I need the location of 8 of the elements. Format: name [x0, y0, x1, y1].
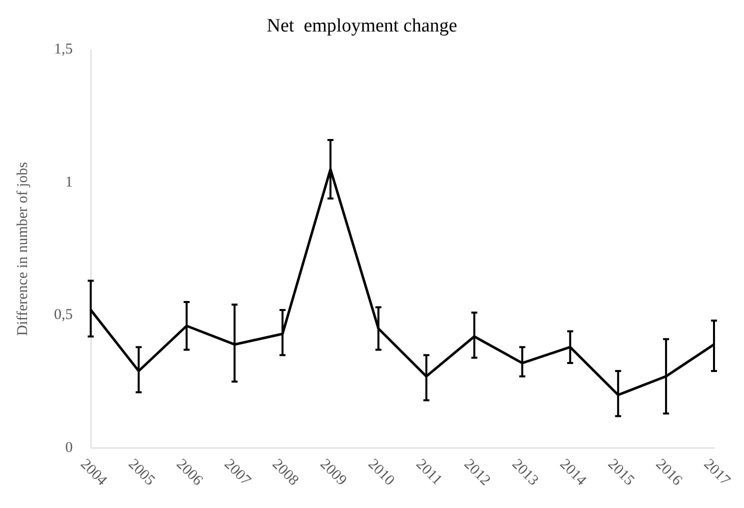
chart-title: Net employment change [266, 15, 458, 36]
x-tick-label: 2017 [700, 456, 734, 490]
y-axis-title: Difference in number of jobs [14, 162, 31, 336]
x-tick-label: 2007 [220, 456, 254, 490]
y-tick-label: 0,5 [54, 307, 73, 324]
y-tick-label: 0 [65, 440, 73, 456]
y-tick-label: 1,5 [54, 42, 73, 58]
y-tick-label: 1 [65, 174, 73, 190]
